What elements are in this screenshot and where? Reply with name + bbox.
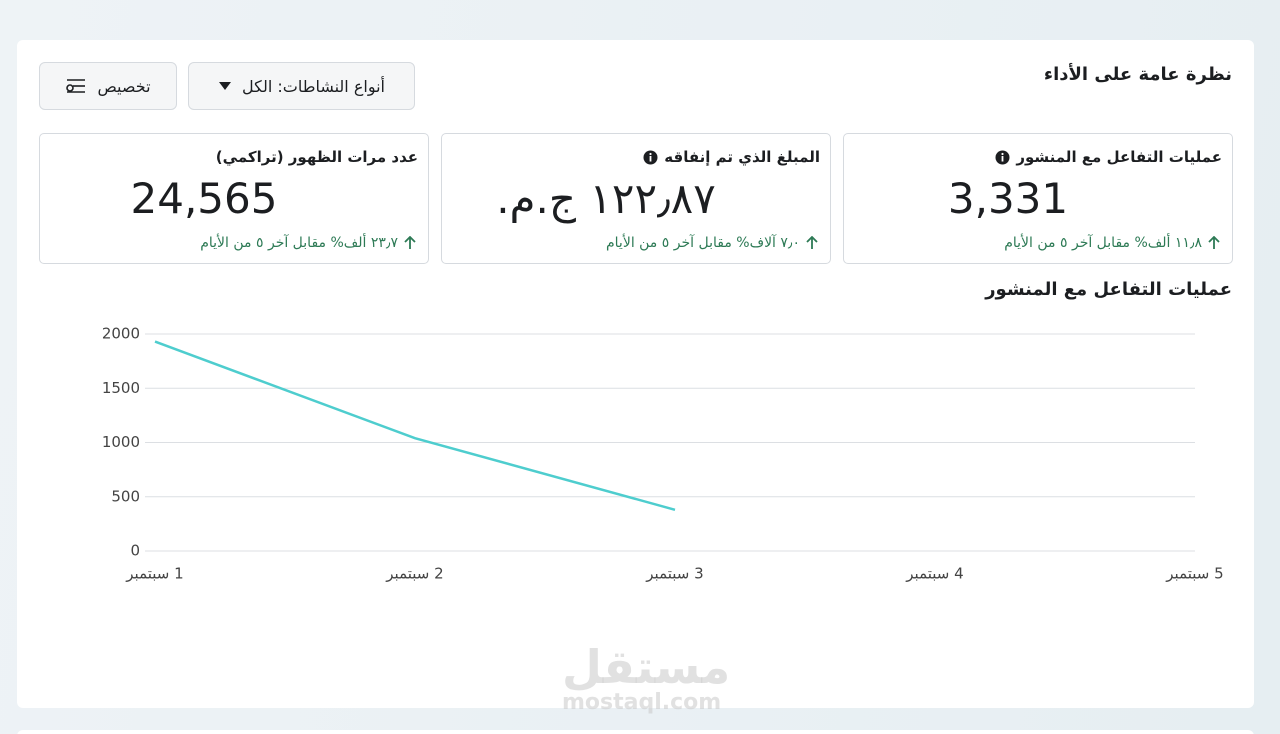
metric-change-row: ٢٣٫٧ ألف% مقابل آخر ٥ من الأيام (200, 235, 416, 251)
metric-change-row: ١١٫٨ ألف% مقابل آخر ٥ من الأيام (1004, 235, 1220, 251)
up-arrow (1208, 236, 1220, 249)
page-title: نظرة عامة على الأداء (1043, 64, 1232, 85)
metric-change: ٧٫٠ آلاف% مقابل آخر ٥ من الأيام (606, 235, 800, 251)
x-tick-label: 4 سبتمبر (905, 565, 963, 583)
watermark: مستقل (562, 640, 731, 694)
metric-label-row: عدد مرات الظهور (تراكمي) (216, 148, 418, 166)
up-arrow (806, 236, 818, 249)
metric-label-row: عمليات التفاعل مع المنشور (995, 148, 1222, 166)
x-tick-label: 2 سبتمبر (385, 565, 443, 583)
customize-label: تخصيص (97, 76, 151, 96)
filter-label: أنواع النشاطات: الكل (242, 76, 385, 96)
next-card (17, 730, 1254, 734)
metric-card: عدد مرات الظهور (تراكمي) 24,565 ٢٣٫٧ ألف… (39, 133, 429, 264)
metric-card: عمليات التفاعل مع المنشور 3,331 ١١٫٨ ألف… (843, 133, 1233, 264)
x-tick-label: 3 سبتمبر (645, 565, 703, 583)
metric-value: 3,331 (947, 174, 1069, 223)
metric-change: ١١٫٨ ألف% مقابل آخر ٥ من الأيام (1004, 235, 1202, 251)
metric-label: عدد مرات الظهور (تراكمي) (215, 148, 418, 166)
metric-value: 24,565 (130, 174, 278, 223)
metric-change-row: ٧٫٠ آلاف% مقابل آخر ٥ من الأيام (606, 235, 818, 251)
up-arrow (404, 236, 416, 249)
info-icon (995, 150, 1010, 164)
y-tick-label: 500 (111, 487, 140, 505)
data-line (154, 340, 676, 511)
y-tick-label: 1500 (102, 379, 140, 397)
metric-label: عمليات التفاعل مع المنشور (1016, 148, 1222, 166)
chart-title: عمليات التفاعل مع المنشور (984, 279, 1232, 300)
y-tick-label: 0 (130, 542, 140, 560)
dropdown-icon (219, 82, 232, 90)
metric-label-row: المبلغ الذي تم إنفاقه (643, 148, 820, 166)
metric-label: المبلغ الذي تم إنفاقه (664, 148, 820, 166)
filter-button[interactable]: أنواع النشاطات: الكل (188, 62, 415, 110)
line-chart: عمليات التفاعل مع المنشور 0 500 1000 1500 20… (102, 279, 1232, 583)
y-tick-label: 1000 (102, 433, 140, 451)
y-tick-label: 2000 (102, 325, 140, 343)
customize-button[interactable]: تخصيص (39, 62, 177, 110)
x-tick-label: 1 سبتمبر (125, 565, 183, 583)
metric-value: ١٢٢٫٨٧ ج.م. (496, 174, 716, 223)
metric-change: ٢٣٫٧ ألف% مقابل آخر ٥ من الأيام (200, 235, 398, 251)
metric-card: المبلغ الذي تم إنفاقه ١٢٢٫٨٧ ج.م. ٧٫٠ آل… (441, 133, 831, 264)
watermark: mostaql.com (562, 690, 722, 715)
x-tick-label: 5 سبتمبر (1165, 565, 1223, 583)
settings-icon (66, 79, 86, 93)
info-icon (643, 150, 658, 164)
